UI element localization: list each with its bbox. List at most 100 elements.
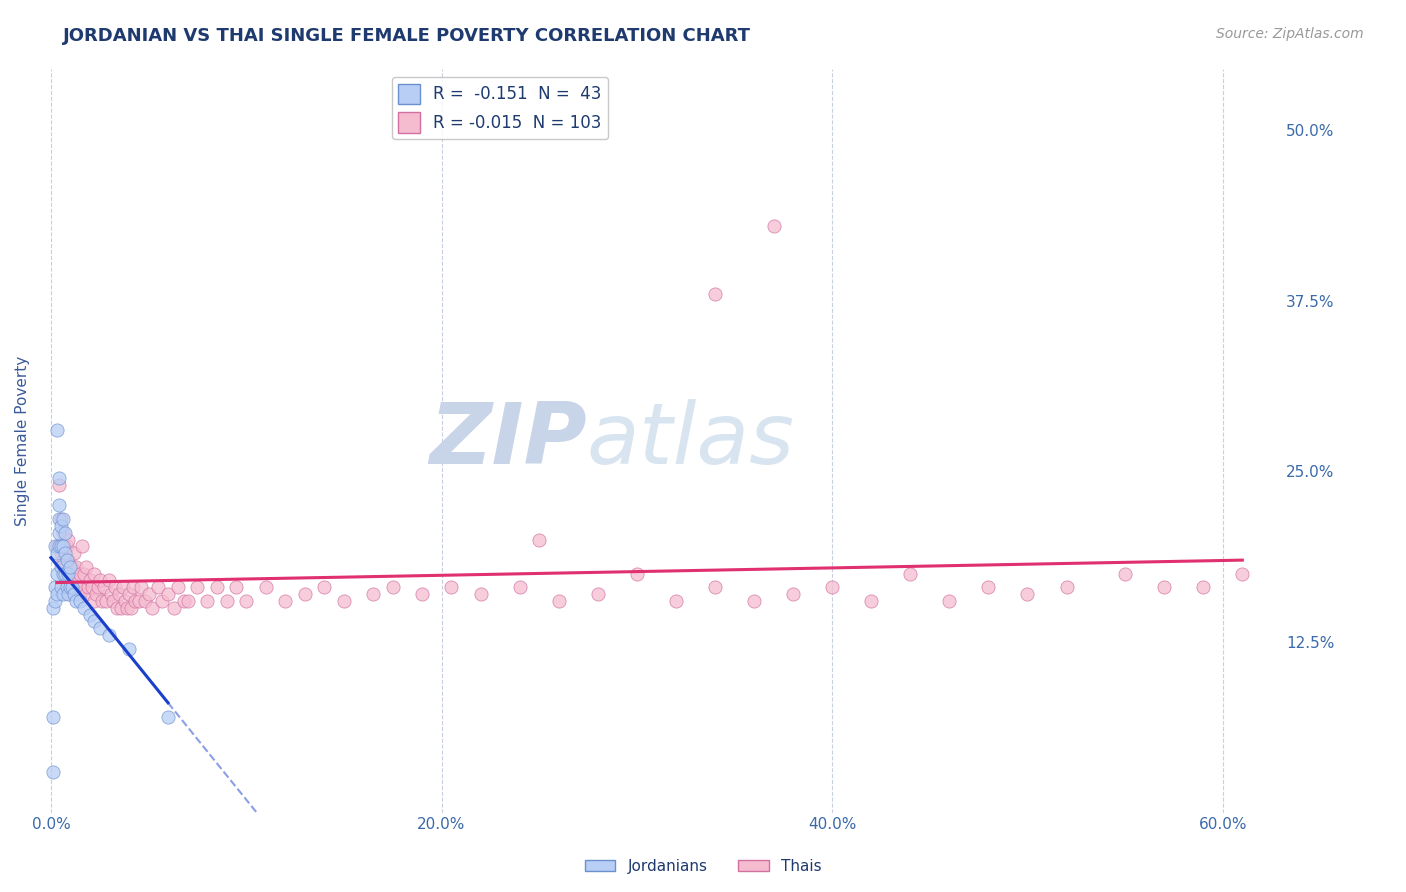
Point [411,587,433,601]
Point [547,594,569,608]
Text: ZIP: ZIP [429,399,586,482]
Point [69,587,91,601]
Text: JORDANIAN VS THAI SINGLE FEMALE POVERTY CORRELATION CHART: JORDANIAN VS THAI SINGLE FEMALE POVERTY … [63,27,751,45]
Point [195,594,218,608]
Point [55,566,77,581]
Legend: R =  -0.151  N =  43, R = -0.015  N = 103: R = -0.151 N = 43, R = -0.015 N = 103 [392,77,609,139]
Point [134,594,156,608]
Point [45,587,67,601]
Point [52,512,75,526]
Point [65,594,87,608]
Point [704,580,727,594]
Point [124,594,146,608]
Point [49,539,72,553]
Point [509,580,531,594]
Point [45,539,67,553]
Point [49,546,72,560]
Point [148,580,170,594]
Point [361,587,384,601]
Point [80,580,103,594]
Point [274,594,297,608]
Point [87,580,110,594]
Point [103,594,125,608]
Point [59,566,82,581]
Point [59,587,82,601]
Point [48,512,70,526]
Point [60,559,83,574]
Point [45,423,67,437]
Point [59,559,82,574]
Point [59,580,82,594]
Legend: Jordanians, Thais: Jordanians, Thais [578,853,828,880]
Point [118,641,141,656]
Point [186,580,208,594]
Point [1153,580,1175,594]
Point [75,559,97,574]
Point [63,587,86,601]
Point [44,539,66,553]
Point [48,471,70,485]
Point [150,594,173,608]
Point [176,594,198,608]
Point [141,600,163,615]
Point [52,525,75,540]
Point [65,559,87,574]
Point [67,574,90,588]
Point [48,478,70,492]
Point [128,594,150,608]
Point [118,587,141,601]
Point [73,600,96,615]
Point [821,580,844,594]
Point [53,559,76,574]
Point [1232,566,1254,581]
Point [63,546,86,560]
Point [55,580,77,594]
Point [166,580,188,594]
Point [45,566,67,581]
Point [89,621,111,635]
Point [53,546,76,560]
Point [98,574,121,588]
Point [173,594,195,608]
Point [215,594,238,608]
Point [45,546,67,560]
Point [1056,580,1078,594]
Point [704,286,727,301]
Point [77,580,100,594]
Text: Source: ZipAtlas.com: Source: ZipAtlas.com [1216,27,1364,41]
Point [860,594,883,608]
Point [782,587,804,601]
Point [83,566,105,581]
Point [105,600,128,615]
Point [49,512,72,526]
Point [69,594,91,608]
Point [98,628,121,642]
Point [138,587,160,601]
Point [294,587,316,601]
Point [129,580,152,594]
Point [55,539,77,553]
Point [83,594,105,608]
Point [470,587,492,601]
Point [225,580,247,594]
Point [58,553,80,567]
Point [79,607,101,622]
Point [742,594,765,608]
Point [44,580,66,594]
Point [254,580,277,594]
Point [63,566,86,581]
Point [93,580,115,594]
Point [70,539,93,553]
Point [157,587,180,601]
Point [52,587,75,601]
Point [48,525,70,540]
Point [120,600,142,615]
Point [83,615,105,629]
Point [49,519,72,533]
Point [205,580,228,594]
Point [110,600,132,615]
Text: atlas: atlas [586,399,794,482]
Point [1017,587,1039,601]
Point [42,764,65,779]
Point [115,600,138,615]
